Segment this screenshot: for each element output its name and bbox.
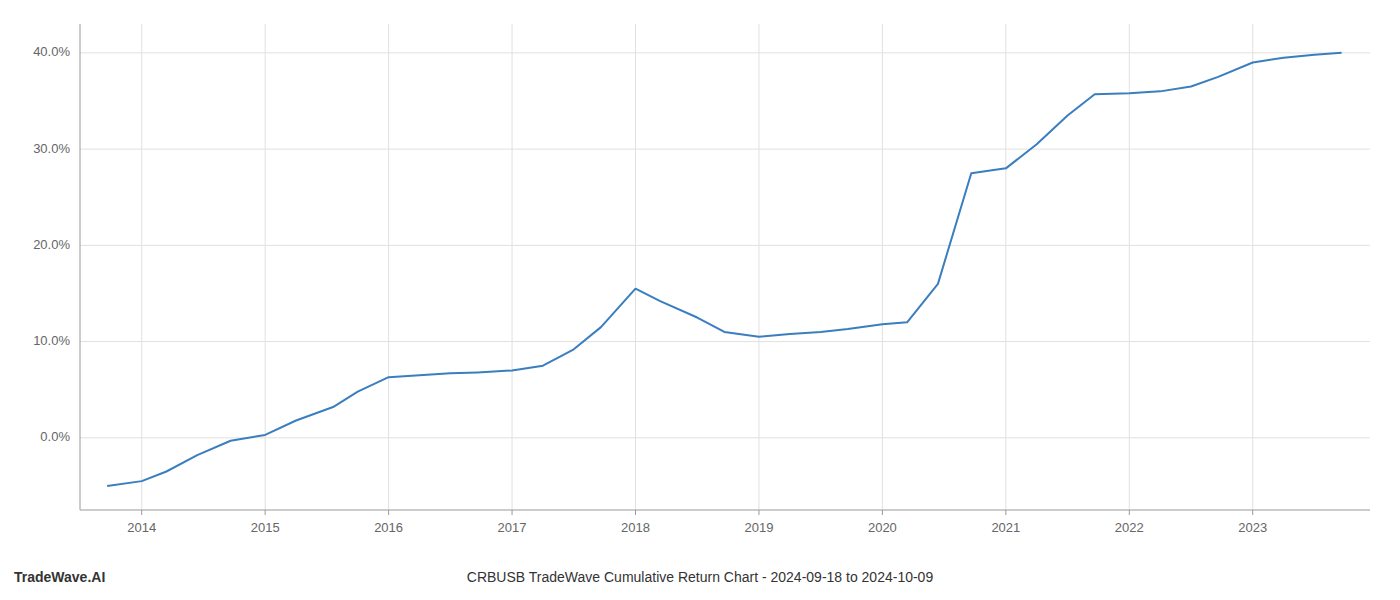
x-tick-label: 2019 [744, 520, 773, 535]
x-tick-label: 2016 [374, 520, 403, 535]
x-tick-label: 2018 [621, 520, 650, 535]
x-tick-mark [265, 510, 266, 515]
x-tick-label: 2021 [991, 520, 1020, 535]
x-tick-label: 2014 [127, 520, 156, 535]
x-grid-line [141, 24, 142, 510]
y-grid-line [80, 437, 1370, 438]
x-tick-mark [635, 510, 636, 515]
x-grid-line [265, 24, 266, 510]
y-grid-line [80, 52, 1370, 53]
x-tick-mark [882, 510, 883, 515]
x-tick-mark [1129, 510, 1130, 515]
chart-container: 0.0% 10.0% 20.0% 30.0% 40.0% 2014 2015 2016 2017… [0, 0, 1400, 600]
x-grid-line [882, 24, 883, 510]
background [0, 0, 1400, 600]
x-tick-mark [1005, 510, 1006, 515]
x-tick-label: 2023 [1238, 520, 1267, 535]
y-tick-label: 30.0% [33, 141, 70, 156]
y-grid-line [80, 245, 1370, 246]
x-tick-mark [758, 510, 759, 515]
y-grid-line [80, 149, 1370, 150]
chart-svg: 0.0% 10.0% 20.0% 30.0% 40.0% 2014 2015 2016 2017… [0, 0, 1400, 600]
x-tick-mark [1252, 510, 1253, 515]
y-tick-label: 20.0% [33, 237, 70, 252]
x-grid-line [635, 24, 636, 510]
x-grid-line [1252, 24, 1253, 510]
x-tick-mark [141, 510, 142, 515]
x-grid-line [512, 24, 513, 510]
x-tick-mark [512, 510, 513, 515]
x-axis-line [80, 510, 1370, 511]
plot-area [107, 53, 1341, 486]
x-grid-line [1005, 24, 1006, 510]
x-tick-label: 2015 [251, 520, 280, 535]
chart-title: CRBUSB TradeWave Cumulative Return Chart… [467, 569, 934, 585]
x-grid-line [758, 24, 759, 510]
x-tick-label: 2017 [498, 520, 527, 535]
line-series [107, 53, 1341, 486]
watermark: TradeWave.AI [14, 569, 105, 585]
x-grid-line [388, 24, 389, 510]
y-axis-line [80, 24, 81, 510]
y-grid-line [80, 341, 1370, 342]
y-tick-label: 40.0% [33, 44, 70, 59]
x-grid-line [1129, 24, 1130, 510]
y-tick-label: 0.0% [40, 429, 70, 444]
x-tick-mark [388, 510, 389, 515]
y-tick-label: 10.0% [33, 333, 70, 348]
x-tick-label: 2022 [1115, 520, 1144, 535]
grid [80, 24, 1370, 510]
axes: 0.0% 10.0% 20.0% 30.0% 40.0% 2014 2015 2016 2017… [33, 24, 1370, 535]
x-tick-label: 2020 [868, 520, 897, 535]
